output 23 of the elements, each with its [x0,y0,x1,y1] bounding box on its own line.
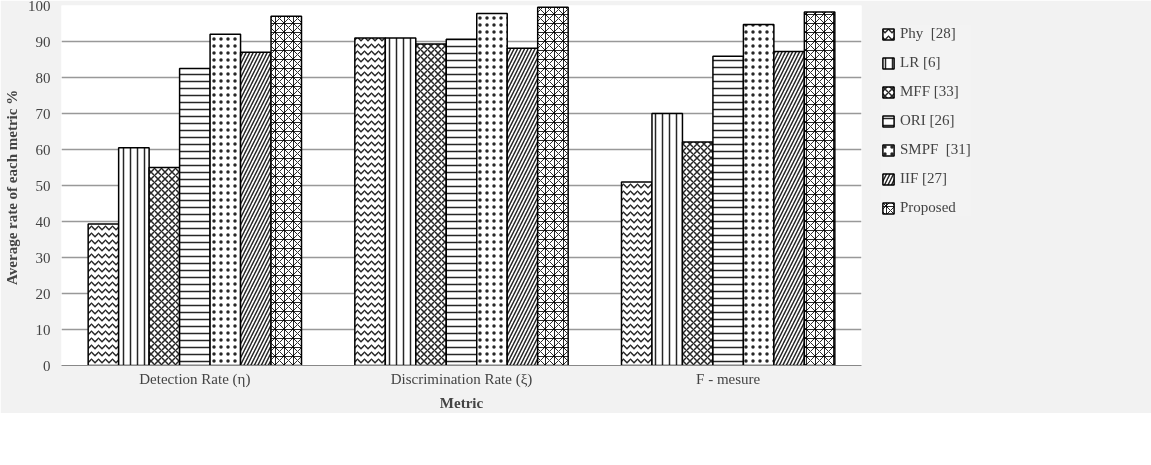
y-tick-label: 80 [35,69,51,86]
x-axis-title: Metric [439,394,484,411]
x-tick-label: F - mesure [696,370,761,387]
y-axis-title: Average rate of each metric % [4,89,20,285]
legend-label: ORI [26] [900,112,955,129]
x-tick-label: Detection Rate (η) [139,370,251,388]
y-tick-label: 20 [35,285,51,302]
legend-label: MFF [33] [900,83,959,100]
legend-label: Proposed [900,199,956,216]
y-tick-label: 30 [35,249,51,266]
y-tick-label: 100 [28,0,51,14]
y-tick-label: 90 [35,33,51,50]
y-tick-label: 0 [43,357,51,374]
legend-label: LR [6] [900,54,941,71]
legend-label: SMPF [31] [900,141,971,158]
y-tick-label: 60 [35,141,51,158]
y-tick-label: 70 [35,105,51,122]
legend-label: IIF [27] [900,170,948,187]
legend-label: Phy [28] [900,25,956,42]
x-tick-label: Discrimination Rate (ξ) [390,370,533,388]
y-tick-label: 40 [35,213,51,230]
y-tick-label: 10 [35,321,51,338]
y-tick-label: 50 [35,177,51,194]
